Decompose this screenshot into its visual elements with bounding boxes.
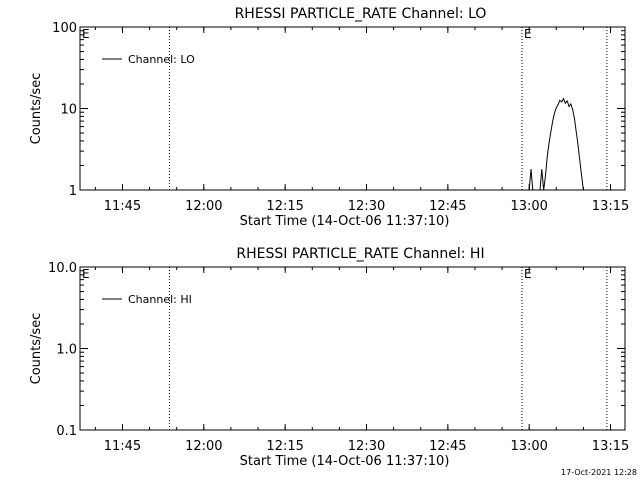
- x-tick-label: 13:00: [510, 439, 547, 454]
- y-tick-label: 1: [69, 184, 77, 199]
- x-axis-label: Start Time (14-Oct-06 11:37:10): [240, 454, 450, 469]
- y-tick-label: 100: [52, 21, 77, 36]
- x-tick-label: 12:15: [266, 439, 303, 454]
- chart-title: RHESSI PARTICLE_RATE Channel: HI: [236, 246, 484, 262]
- x-tick-label: 12:00: [185, 439, 222, 454]
- footer-timestamp: 17-Oct-2021 12:28: [561, 468, 637, 477]
- plot-frame: [79, 26, 626, 191]
- x-tick-label: 12:00: [185, 199, 222, 214]
- legend-label: Channel: HI: [128, 293, 192, 306]
- y-axis-label: Counts/sec: [29, 73, 44, 145]
- x-tick-label: 13:15: [592, 439, 629, 454]
- x-tick-label: 12:45: [429, 439, 466, 454]
- y-tick-label: 1.0: [56, 343, 77, 358]
- y-tick-label: 10: [60, 103, 77, 118]
- x-tick-label: 12:15: [266, 199, 303, 214]
- x-tick-label: 11:45: [104, 439, 141, 454]
- series-line: [528, 97, 587, 191]
- x-tick-label: 12:45: [429, 199, 466, 214]
- legend-label: Channel: LO: [128, 53, 195, 66]
- x-tick-label: 13:00: [510, 199, 547, 214]
- chart-title: RHESSI PARTICLE_RATE Channel: LO: [235, 6, 487, 22]
- event-label: E: [82, 27, 90, 41]
- y-tick-label: 0.1: [56, 424, 77, 439]
- y-tick-label: 10.0: [48, 261, 77, 276]
- x-tick-label: 12:30: [348, 439, 385, 454]
- y-axis-label: Counts/sec: [29, 313, 44, 385]
- x-axis-label: Start Time (14-Oct-06 11:37:10): [240, 214, 450, 229]
- x-tick-label: 12:30: [348, 199, 385, 214]
- chart-panel-1: RHESSI PARTICLE_RATE Channel: LO 11:45 12:…: [29, 6, 629, 229]
- event-label: E: [82, 267, 90, 281]
- event-label: E: [524, 27, 532, 41]
- plot-frame: [79, 266, 626, 431]
- event-label: E: [524, 267, 532, 281]
- chart-panel-2: RHESSI PARTICLE_RATE Channel: HI 11:45 12:…: [29, 246, 629, 469]
- x-tick-label: 11:45: [104, 199, 141, 214]
- x-tick-label: 13:15: [592, 199, 629, 214]
